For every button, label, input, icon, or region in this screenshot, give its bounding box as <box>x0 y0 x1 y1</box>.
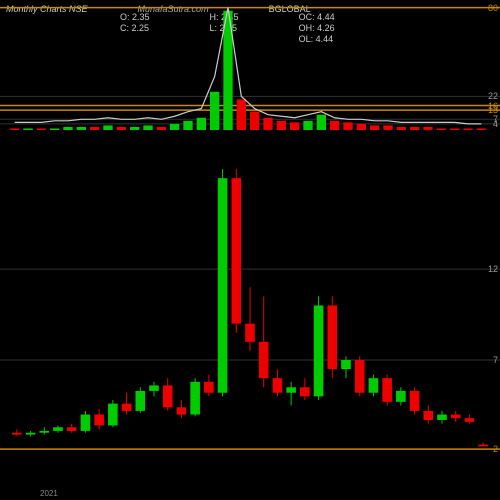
chart-container: { "header": { "title": "Monthly Charts N… <box>0 0 500 500</box>
x-axis-label: 2021 <box>40 489 58 498</box>
price-grid-label: 7 <box>493 355 498 365</box>
price-grid-label: 12 <box>488 264 498 274</box>
top-level-label: 80 <box>488 3 498 13</box>
indicator-panel <box>0 0 500 130</box>
price-level-label: 2 <box>493 444 498 454</box>
price-panel <box>0 160 500 480</box>
top-level-label: 13 <box>488 105 498 115</box>
top-grid-label: 4 <box>493 119 498 129</box>
